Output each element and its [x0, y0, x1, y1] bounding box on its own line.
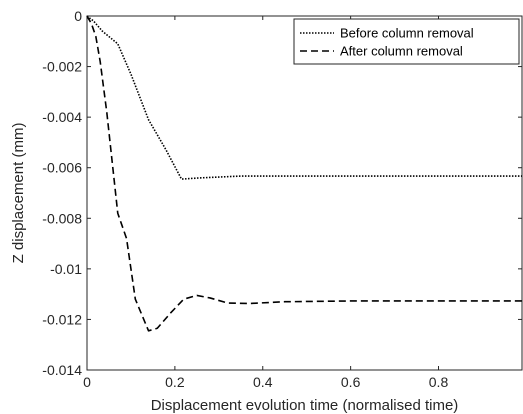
- y-tick-label: 0: [74, 8, 82, 24]
- y-tick-label: -0.012: [42, 311, 82, 327]
- legend: Before column removal After column remova…: [293, 18, 520, 65]
- y-tick-label: -0.006: [42, 160, 82, 176]
- y-tick-label: -0.014: [42, 362, 82, 378]
- x-tick-label: 0.8: [429, 374, 449, 390]
- plot-area: [86, 15, 522, 332]
- legend-label: Before column removal: [340, 26, 474, 41]
- y-tick-label: -0.004: [42, 109, 82, 125]
- legend-box: [293, 18, 520, 65]
- y-axis-label: Z displacement (mm): [10, 123, 27, 264]
- x-tick-label: 0.6: [341, 374, 361, 390]
- x-tick-label: 0: [83, 374, 91, 390]
- legend-label: After column removal: [340, 44, 463, 59]
- y-tick-label: -0.01: [50, 261, 82, 277]
- x-tick-label: 0.2: [165, 374, 185, 390]
- x-axis-label: Displacement evolution time (normalised …: [151, 397, 459, 414]
- y-tick-label: -0.002: [42, 59, 82, 75]
- x-tick-label: 0.4: [253, 374, 273, 390]
- series-line-before-column-removal: [86, 15, 522, 180]
- axes: 0 0.2 0.4 0.6 0.8 0 -0.002 -0.004 -0.006 -0.008 -0…: [10, 8, 523, 414]
- plot-frame: [86, 15, 523, 371]
- y-tick-label: -0.008: [42, 210, 82, 226]
- series-line-after-column-removal: [86, 15, 522, 332]
